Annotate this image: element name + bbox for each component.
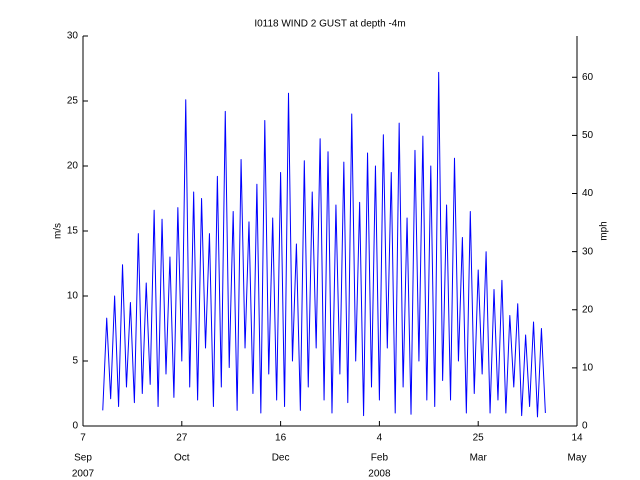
y2-axis-label: mph <box>599 221 610 240</box>
x-tick-month-label: Mar <box>470 453 488 464</box>
x-tick-label: 25 <box>473 433 485 444</box>
y2-tick-label: 60 <box>582 72 594 83</box>
x-tick-month-label: Sep <box>74 453 92 464</box>
y-tick-label: 0 <box>72 421 78 432</box>
x-tick-year-label: 2008 <box>368 469 391 480</box>
x-tick-label: 7 <box>80 433 86 444</box>
data-line <box>102 71 546 418</box>
x-tick-month-label: Dec <box>272 453 290 464</box>
y2-tick-label: 40 <box>582 188 594 199</box>
y-axis-label: m/s <box>53 223 64 239</box>
y-tick-label: 20 <box>67 161 79 172</box>
y2-tick-label: 10 <box>582 363 594 374</box>
y-tick-label: 10 <box>67 291 79 302</box>
y-tick-label: 25 <box>67 96 79 107</box>
x-tick-month-label: May <box>568 453 587 464</box>
y-tick-label: 15 <box>67 226 79 237</box>
x-tick-label: 4 <box>377 433 383 444</box>
x-tick-month-label: Oct <box>174 453 190 464</box>
x-tick-label: 27 <box>176 433 188 444</box>
x-tick-label: 14 <box>571 433 583 444</box>
y2-tick-label: 0 <box>582 421 588 432</box>
y2-tick-label: 30 <box>582 246 594 257</box>
y2-tick-label: 50 <box>582 130 594 141</box>
y-tick-label: 30 <box>67 31 79 42</box>
x-tick-month-label: Feb <box>371 453 389 464</box>
y-tick-label: 5 <box>72 356 78 367</box>
x-tick-year-label: 2007 <box>72 469 95 480</box>
chart-title: I0118 WIND 2 GUST at depth -4m <box>254 19 405 30</box>
y2-tick-label: 20 <box>582 304 594 315</box>
x-tick-label: 16 <box>275 433 287 444</box>
